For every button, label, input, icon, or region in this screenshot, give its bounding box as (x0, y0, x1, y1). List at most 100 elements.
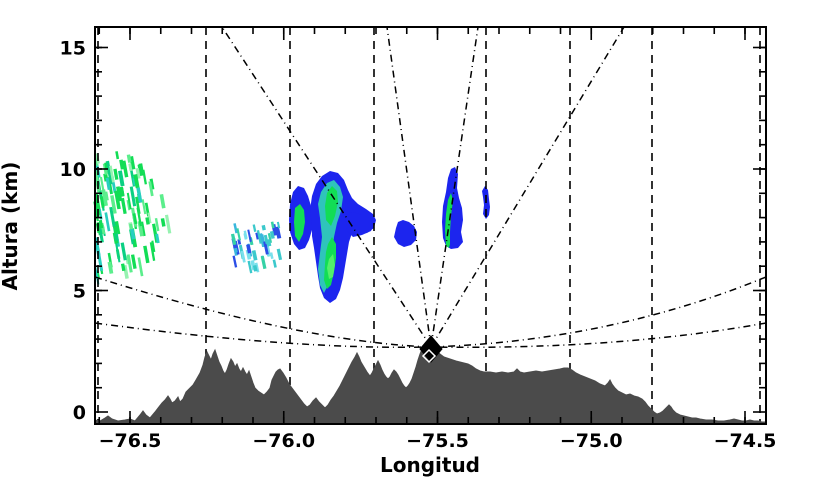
left-green-anvil-echo-sliver (133, 174, 140, 189)
precipitation-echo-layer (93, 151, 490, 303)
y-axis-title: Altura (km) (0, 162, 22, 291)
echo-blob (394, 220, 417, 247)
left-green-anvil-echo-sliver (147, 212, 152, 224)
terrain-profile-layer (94, 340, 767, 425)
mid-left-cyan-patch-echo-sliver (274, 226, 282, 239)
left-green-anvil-echo-sliver (160, 218, 166, 227)
mid-left-cyan-patch-echo-sliver (237, 239, 242, 245)
echo-blob (327, 254, 335, 279)
radar-beam-shallow (430, 276, 767, 348)
mid-left-cyan-patch-echo-sliver (263, 234, 269, 245)
left-green-anvil-echo-sliver (119, 187, 125, 197)
mid-left-cyan-patch-echo-sliver (246, 244, 252, 254)
radar-beam-shallow (94, 276, 432, 348)
left-green-anvil-echo-sliver (126, 192, 132, 210)
x-tick-label: −75.5 (406, 430, 469, 452)
mid-left-cyan-patch-echo-sliver (245, 249, 252, 260)
left-green-anvil-echo-sliver (99, 176, 105, 194)
radar-site-symbol-layer (419, 335, 443, 364)
left-green-anvil-echo-sliver (154, 217, 160, 232)
axes-frame-layer: −76.5 −76.0 −75.5 −75.0 −74.5 0 5 10 15 (60, 26, 776, 452)
echo-blob (325, 186, 338, 226)
y-tick-label: 15 (60, 38, 86, 60)
left-green-anvil-echo-sliver (118, 170, 125, 187)
mid-left-cyan-patch-echo-sliver (251, 250, 258, 261)
mid-left-cyan-patch-echo-sliver (233, 223, 238, 234)
left-green-anvil-echo-sliver (126, 154, 132, 163)
mid-left-cyan-patch-echo-sliver (230, 233, 237, 246)
x-tick-label: −76.0 (252, 430, 315, 452)
left-green-anvil-echo-sliver (151, 240, 156, 253)
left-green-anvil-echo-sliver (132, 213, 138, 225)
left-green-anvil-echo-sliver (164, 214, 172, 234)
left-green-anvil-echo-sliver (141, 199, 147, 215)
left-green-anvil-echo-sliver (130, 254, 137, 270)
left-green-anvil-echo-sliver (114, 190, 121, 210)
left-green-anvil-echo-sliver (98, 219, 104, 229)
radar-beam-shallow (94, 322, 432, 349)
mid-left-cyan-patch-echo-sliver (252, 224, 257, 232)
left-green-anvil-echo-sliver (113, 225, 118, 235)
left-green-anvil-echo-sliver (128, 163, 133, 172)
left-green-anvil-echo-sliver (104, 212, 111, 232)
echo-blob (294, 204, 305, 242)
left-green-anvil-echo-sliver (109, 206, 116, 227)
mid-left-cyan-patch-echo-sliver (272, 259, 277, 268)
left-green-anvil-echo-sliver (120, 197, 127, 215)
left-green-anvil-echo-sliver (149, 242, 156, 261)
x-tick-label: −76.5 (99, 430, 162, 452)
left-green-anvil-echo-sliver (136, 187, 143, 203)
mid-left-cyan-patch-echo-sliver (247, 229, 252, 242)
left-green-anvil-echo-sliver (135, 196, 141, 215)
left-green-anvil-echo-sliver (120, 242, 127, 261)
left-green-anvil-echo-sliver (130, 228, 136, 240)
mid-left-cyan-patch-echo-sliver (259, 233, 265, 248)
radar-beam-steep (430, 26, 625, 348)
beam-and-range-line-layer (94, 26, 767, 424)
mid-left-cyan-patch-echo-sliver (243, 233, 248, 240)
mid-left-cyan-patch-echo-sliver (247, 260, 253, 274)
y-tick-label: 10 (60, 159, 86, 181)
left-green-anvil-echo-sliver (116, 186, 123, 202)
left-green-anvil-echo-sliver (113, 168, 119, 180)
y-tick-label: 0 (73, 402, 86, 424)
radar-beam-shallow (430, 322, 767, 349)
left-green-anvil-echo-sliver (105, 191, 109, 201)
left-green-anvil-echo-sliver (115, 151, 120, 160)
left-green-anvil-echo-sliver (137, 257, 144, 277)
radar-site-diamond (419, 335, 443, 363)
left-green-anvil-echo-sliver (145, 217, 150, 225)
left-green-anvil-echo-sliver (109, 165, 115, 183)
mid-left-cyan-patch-echo-sliver (254, 262, 260, 273)
left-green-anvil-echo-sliver (99, 196, 105, 208)
terrain-profile (94, 340, 767, 425)
radar-beam-steep (386, 26, 432, 348)
mid-left-cyan-patch-echo-sliver (240, 250, 246, 263)
x-axis-title: Longitud (380, 453, 480, 477)
left-green-anvil-echo-sliver (148, 181, 154, 197)
echo-blob (345, 212, 374, 237)
left-green-anvil-echo-sliver (135, 167, 141, 179)
left-green-anvil-echo-sliver (105, 177, 111, 190)
left-green-anvil-echo-sliver (126, 199, 131, 211)
left-green-anvil-echo-sliver (129, 186, 137, 207)
mid-left-cyan-patch-echo-sliver (276, 248, 283, 261)
mid-left-cyan-patch-echo-sliver (261, 224, 266, 231)
mid-left-cyan-patch-echo-sliver (270, 221, 275, 229)
radar-beam-steep (430, 26, 479, 348)
mid-left-cyan-patch-echo-sliver (252, 265, 258, 272)
left-green-anvil-echo-sliver (137, 220, 144, 237)
left-green-anvil-echo-sliver (155, 233, 160, 244)
mid-left-cyan-patch-echo-sliver (256, 230, 262, 244)
mid-left-cyan-patch-echo-sliver (267, 233, 273, 244)
left-green-anvil-echo-sliver (143, 245, 150, 264)
left-green-anvil-echo-sliver (126, 254, 133, 273)
left-green-anvil-echo-sliver (94, 199, 101, 216)
left-green-anvil-echo-sliver (142, 169, 148, 185)
left-green-anvil-echo-sliver (107, 169, 113, 185)
left-green-anvil-echo-sliver (107, 261, 114, 274)
mid-left-cyan-patch-echo-sliver (263, 241, 269, 255)
echo-blob (318, 180, 343, 293)
